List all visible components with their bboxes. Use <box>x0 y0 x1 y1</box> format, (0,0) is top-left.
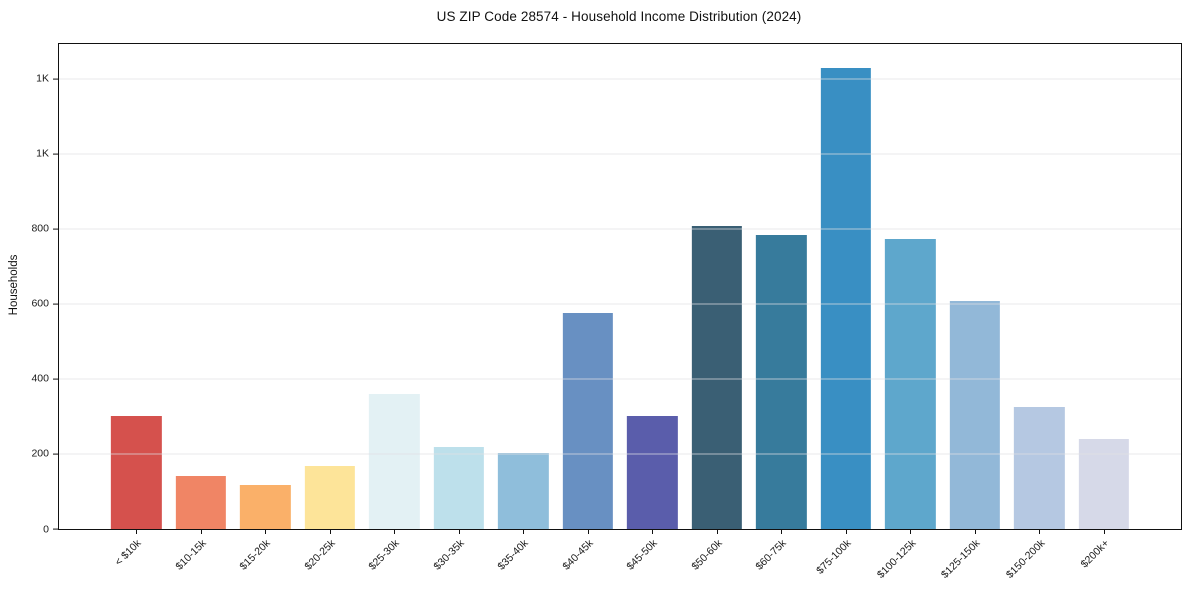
x-tick-label: $40-45k <box>560 537 596 573</box>
chart-title: US ZIP Code 28574 - Household Income Dis… <box>436 9 802 24</box>
bar-slot: $15-20k <box>233 44 298 573</box>
x-tick-mark <box>523 530 525 534</box>
y-axis-title: Households <box>8 254 20 316</box>
x-tick-label: $20-25k <box>302 537 338 573</box>
y-tick-label: 400 <box>31 372 49 385</box>
y-tick-label: 200 <box>31 447 49 460</box>
x-tick-label: $60-75k <box>753 537 790 573</box>
x-tick-label: $45-50k <box>624 537 661 573</box>
bar <box>1014 406 1065 529</box>
bar-slot: $40-45k <box>556 44 621 573</box>
x-tick-label: $50-60k <box>689 537 725 573</box>
y-tick-mark <box>53 78 58 80</box>
y-tick-mark <box>53 303 58 305</box>
x-tick-mark <box>716 530 718 534</box>
bar-slot: $45-50k <box>620 44 685 573</box>
bar <box>691 226 742 529</box>
bars-layer: < $10k $10-15k $15-20k $20-25k $25-30k $30-35… <box>59 44 1181 581</box>
bar <box>498 452 549 529</box>
x-tick-label: $15-20k <box>237 537 274 573</box>
bar-slot: $75-100k <box>814 44 879 577</box>
bar <box>562 312 613 529</box>
y-tick-label: 0 <box>43 522 49 535</box>
x-tick-mark <box>781 530 783 534</box>
bar-slot: $35-40k <box>491 44 556 573</box>
plot-area: < $10k $10-15k $15-20k $20-25k $25-30k $30-35… <box>31 43 1182 581</box>
x-tick-mark <box>910 530 912 534</box>
bar <box>175 476 226 529</box>
x-tick-mark <box>136 530 138 534</box>
bar <box>111 415 162 529</box>
bar-slot: $30-35k <box>427 44 492 573</box>
bar-slot: $25-30k <box>362 44 427 573</box>
x-tick-mark <box>1039 530 1041 534</box>
bar-slot: $125-150k <box>939 44 1008 581</box>
y-tick-label: 1K <box>36 72 49 85</box>
bar <box>756 234 807 529</box>
x-tick-mark <box>845 530 847 534</box>
bar <box>433 447 484 529</box>
bar <box>949 300 1000 529</box>
bar-slot: $200k+ <box>1072 44 1137 570</box>
bar-slot: < $10k <box>104 44 169 568</box>
bar-slot: $150-200k <box>1003 44 1072 581</box>
y-tick-mark <box>53 153 58 155</box>
y-tick-mark <box>53 528 58 530</box>
bar-slot: $60-75k <box>749 44 814 573</box>
bar <box>240 485 291 529</box>
x-tick-label: $100-125k <box>874 537 919 581</box>
bar <box>885 239 936 529</box>
x-tick-mark <box>974 530 976 534</box>
x-tick-label: $35-40k <box>495 537 532 573</box>
bar-slot: $20-25k <box>298 44 363 573</box>
x-tick-mark <box>329 530 331 534</box>
x-tick-label: $25-30k <box>366 537 403 573</box>
x-tick-mark <box>200 530 202 534</box>
bar-slot: $50-60k <box>685 44 750 573</box>
x-tick-label: < $10k <box>113 537 145 569</box>
y-tick-mark <box>53 453 58 455</box>
bar <box>627 415 678 529</box>
bar-slot: $100-125k <box>874 44 943 581</box>
bar <box>820 68 871 529</box>
x-tick-label: $30-35k <box>431 537 467 573</box>
y-tick-mark <box>53 378 58 380</box>
bar <box>369 393 420 529</box>
x-tick-mark <box>458 530 460 534</box>
x-tick-label: $125-150k <box>938 537 983 581</box>
bar-slot: $10-15k <box>169 44 234 573</box>
x-tick-mark <box>265 530 267 534</box>
y-tick-label: 600 <box>31 297 49 310</box>
bar <box>1078 438 1129 529</box>
x-tick-mark <box>587 530 589 534</box>
bar <box>304 465 355 529</box>
y-tick-label: 1K <box>36 147 49 160</box>
x-tick-mark <box>652 530 654 534</box>
y-tick-mark <box>53 228 58 230</box>
x-tick-mark <box>1103 530 1105 534</box>
y-tick-label: 800 <box>31 222 49 235</box>
x-tick-label: $10-15k <box>173 537 209 573</box>
x-tick-label: $75-100k <box>814 537 854 577</box>
x-tick-label: $150-200k <box>1003 537 1048 581</box>
x-tick-label: $200k+ <box>1078 537 1112 571</box>
x-tick-mark <box>394 530 396 534</box>
